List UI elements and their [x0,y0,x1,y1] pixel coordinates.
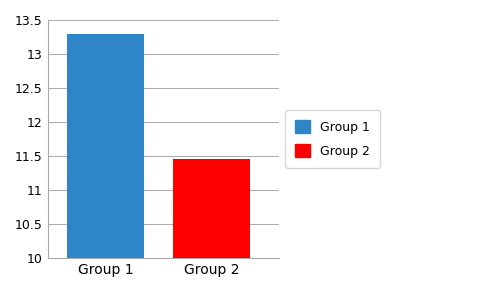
Bar [173,159,250,258]
Legend: Group 1, Group 2: Group 1, Group 2 [285,110,380,168]
Bar [67,34,144,258]
